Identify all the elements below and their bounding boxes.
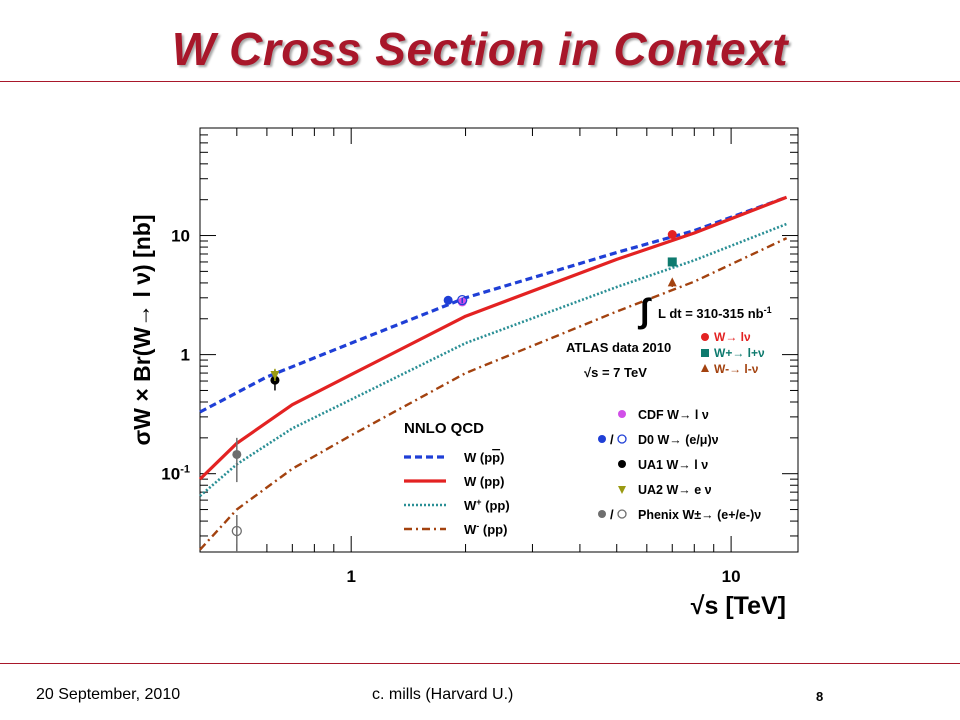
slash: / [610, 432, 614, 447]
slide-title: W Cross Section in Context [171, 23, 789, 75]
data-point [667, 230, 677, 240]
exp-legend-marker [618, 410, 626, 418]
energy-label: √s = 7 TeV [584, 365, 647, 380]
exp-legend-marker [618, 486, 626, 494]
data-point [270, 371, 280, 381]
exp-legend-marker [598, 435, 606, 443]
integral-symbol: ∫ [637, 292, 652, 330]
series-line [199, 222, 788, 497]
data-point [231, 525, 242, 537]
atlas-data-label: ATLAS data 2010 [566, 340, 671, 355]
x-axis-label: √s [TeV] [691, 592, 786, 620]
exp-legend-marker [617, 434, 627, 444]
series-line [198, 195, 788, 481]
exp-legend-marker [617, 509, 627, 519]
x-tick-label: 1 [346, 567, 355, 586]
exp-legend-label: UA2 W→ e ν [638, 483, 712, 497]
slash: / [610, 507, 614, 522]
data-point [667, 277, 677, 287]
exp-legend-label: CDF W→ l ν [638, 408, 709, 422]
page-number: 8 [816, 689, 824, 704]
exp-legend-label: Phenix W±→ (e+/e-)ν [638, 508, 761, 522]
legend-label: W (pp) [464, 450, 504, 465]
title-divider [0, 81, 960, 82]
legend-label: W- (pp) [464, 521, 507, 537]
exp-legend-marker [618, 460, 626, 468]
series-line [199, 237, 788, 551]
footer-date: 20 September, 2010 [36, 686, 181, 703]
atlas-legend-marker [701, 333, 709, 341]
y-tick-label: 10 [171, 227, 190, 246]
atlas-legend-marker [701, 349, 709, 357]
cross-section-chart: 1 10 10-1 1 10 √s [TeV] σW × Br(W→ l ν) [nb] NN… [129, 127, 799, 620]
lumi-label: L dt = 310-315 nb-1 [658, 305, 772, 321]
data-point [443, 295, 453, 305]
plot-frame [199, 127, 799, 553]
exp-legend-marker [598, 510, 606, 518]
atlas-legend-label: W+→ l+ν [714, 346, 765, 360]
atlas-legend-label: W→ lν [714, 330, 751, 344]
atlas-legend-marker [701, 364, 709, 372]
y-tick-label: 1 [181, 346, 190, 365]
footer-author: c. mills (Harvard U.) [372, 686, 514, 703]
data-point [667, 257, 677, 267]
atlas-legend-label: W-→ l-ν [714, 362, 759, 376]
y-tick-label: 10-1 [161, 464, 190, 484]
footer-divider [0, 663, 960, 664]
legend-label: W (pp) [464, 474, 504, 489]
legend-label: W+ (pp) [464, 497, 510, 513]
x-tick-label: 10 [722, 567, 741, 586]
exp-legend-label: UA1 W→ l ν [638, 458, 708, 472]
data-point [457, 294, 468, 306]
data-point [232, 449, 242, 459]
y-axis-label: σW × Br(W→ l ν) [nb] [129, 214, 155, 445]
exp-legend-label: D0 W→ (e/μ)ν [638, 433, 719, 447]
nnlo-legend-title: NNLO QCD [404, 420, 484, 437]
